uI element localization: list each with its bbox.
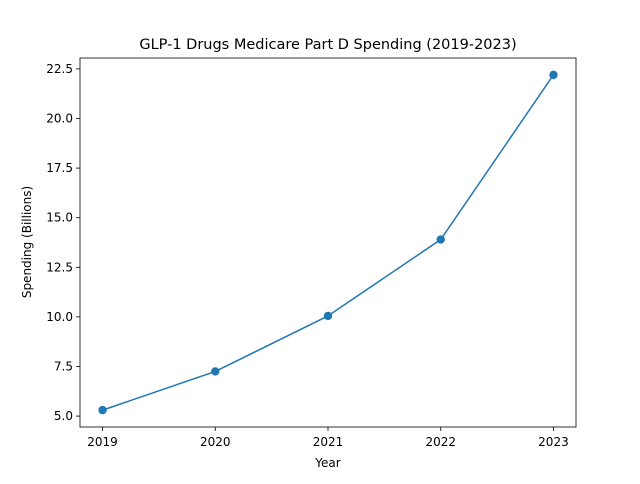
y-tick-label: 20.0 (46, 112, 73, 126)
y-tick-label: 22.5 (46, 62, 73, 76)
y-axis-label: Spending (Billions) (20, 186, 34, 298)
y-tick-label: 12.5 (46, 260, 73, 274)
x-tick-label: 2019 (87, 435, 118, 449)
plot-area: 5.0 7.5 10.0 12.5 15.0 17.5 20.0 22.5 2019 2020 20… (46, 57, 577, 449)
data-point (323, 311, 333, 321)
data-point (98, 405, 107, 415)
x-tick-label: 2022 (425, 435, 456, 449)
y-tick-label: 10.0 (46, 310, 73, 324)
y-tick-label: 5.0 (54, 409, 73, 423)
data-point (211, 367, 220, 376)
x-tick-label: 2023 (538, 435, 569, 449)
data-point (436, 235, 445, 244)
y-tick-label: 7.5 (54, 359, 73, 373)
x-tick-label: 2021 (313, 435, 344, 449)
x-tick-label: 2020 (200, 435, 231, 449)
data-point (549, 70, 558, 80)
x-axis-label: Year (314, 456, 340, 470)
y-tick-label: 15.0 (46, 211, 73, 225)
plot-frame (79, 57, 577, 428)
chart-title: GLP-1 Drugs Medicare Part D Spending (20… (139, 37, 516, 53)
y-tick-label: 17.5 (46, 161, 73, 175)
